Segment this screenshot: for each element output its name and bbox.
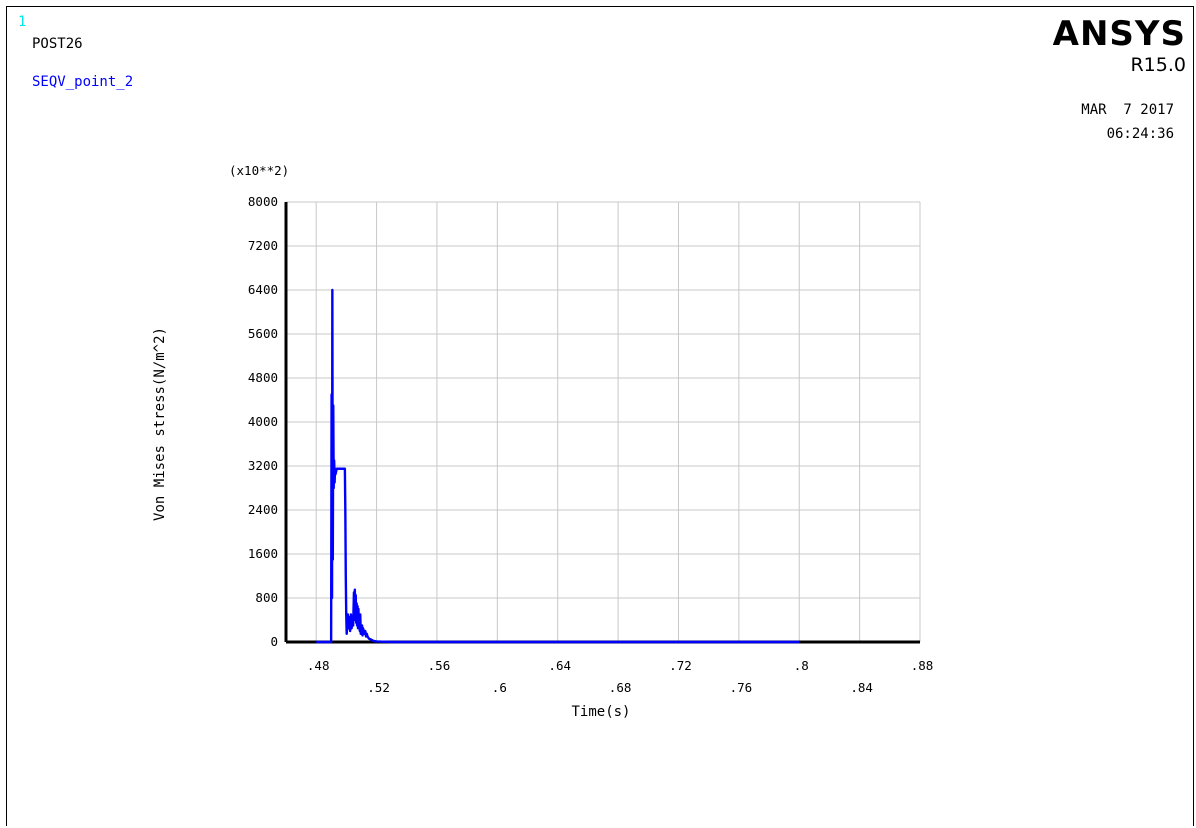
date-label: MAR 7 2017 <box>1081 102 1174 118</box>
ansys-logo: ANSYS <box>1052 14 1186 54</box>
y-tick-label-0: 0 <box>270 634 278 649</box>
chart-grid <box>286 201 921 643</box>
y-tick-label-3: 2400 <box>248 502 278 517</box>
y-tick-label-6: 4800 <box>248 370 278 385</box>
x-tick-label-lower-1: .6 <box>492 680 507 695</box>
x-tick-label-lower-3: .76 <box>730 680 753 695</box>
y-tick-label-9: 7200 <box>248 238 278 253</box>
version-label: R15.0 <box>1130 54 1186 76</box>
graphics-window <box>6 6 1194 826</box>
y-tick-label-2: 1600 <box>248 546 278 561</box>
y-tick-label-7: 5600 <box>248 326 278 341</box>
y-tick-label-1: 800 <box>255 590 278 605</box>
series-line-0 <box>316 288 800 644</box>
module-label: POST26 <box>32 36 83 52</box>
x-tick-label-upper-3: .72 <box>669 658 692 673</box>
x-tick-label-upper-0: .48 <box>307 658 330 673</box>
x-tick-label-lower-2: .68 <box>609 680 632 695</box>
window-number: 1 <box>18 14 27 30</box>
x-tick-label-lower-4: .84 <box>850 680 873 695</box>
x-tick-label-upper-1: .56 <box>428 658 451 673</box>
y-axis-label: Von Mises stress(N/m^2) <box>152 327 168 521</box>
x-axis-label: Time(s) <box>571 704 630 720</box>
x-tick-label-upper-2: .64 <box>548 658 571 673</box>
x-tick-label-upper-4: .8 <box>794 658 809 673</box>
chart-tick-labels: 0 800 1600 2400 3200 4000 4800 5600 6400 7200 8000… <box>248 194 933 695</box>
y-tick-label-10: 8000 <box>248 194 278 209</box>
time-label: 06:24:36 <box>1106 126 1174 142</box>
x-tick-label-upper-5: .88 <box>911 658 934 673</box>
y-tick-label-5: 4000 <box>248 414 278 429</box>
y-tick-label-8: 6400 <box>248 282 278 297</box>
y-tick-label-4: 3200 <box>248 458 278 473</box>
chart-series <box>316 288 800 644</box>
x-tick-label-lower-0: .52 <box>367 680 390 695</box>
y-axis-multiplier: (x10**2) <box>229 163 289 178</box>
variable-label: SEQV_point_2 <box>32 74 134 90</box>
